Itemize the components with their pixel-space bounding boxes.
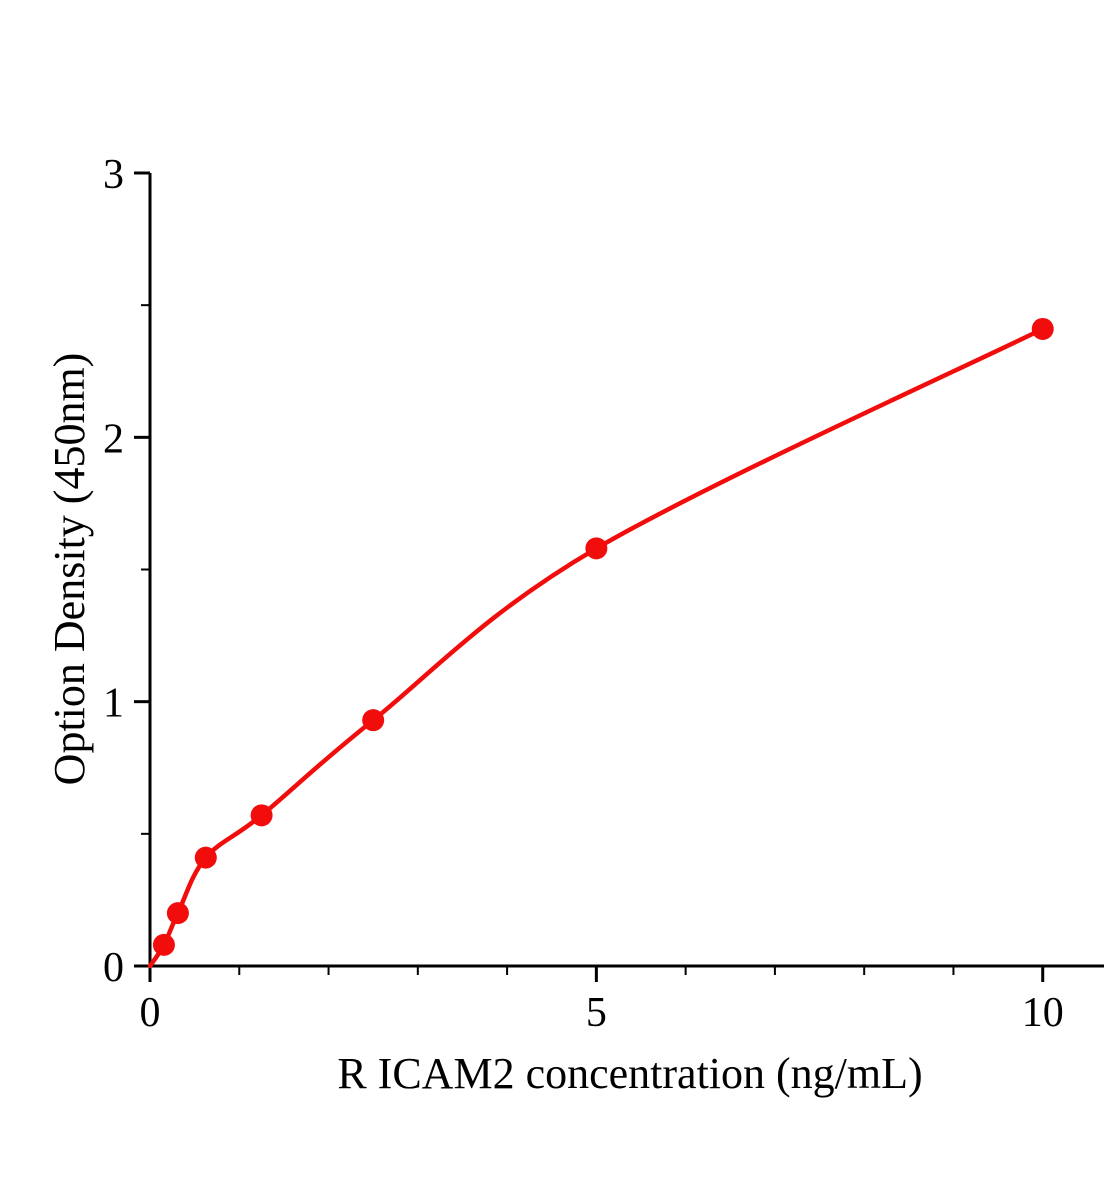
data-point [585,537,608,560]
data-point [362,709,385,732]
chart-canvas: 0 5 10 0 1 2 3 R ICAM2 concentration (ng/mL) O… [45,152,1104,1098]
y-tick-label: 2 [103,416,124,462]
x-axis-title: R ICAM2 concentration (ng/mL) [337,1049,922,1098]
data-point [152,933,175,956]
x-tick-label: 5 [586,990,607,1036]
y-tick-label: 0 [103,945,124,991]
x-tick-label: 0 [140,990,161,1036]
elisa-standard-curve-figure: 0 5 10 0 1 2 3 R ICAM2 concentration (ng/mL) O… [40,16,1104,1200]
axes: 0 5 10 0 1 2 3 [103,152,1104,1036]
x-tick-label: 10 [1022,990,1064,1036]
y-tick-label: 3 [103,152,124,198]
plot-series [147,317,1054,969]
y-tick-label: 1 [103,681,124,727]
fit-curve [147,326,1045,969]
data-point [250,804,273,827]
data-point [166,902,189,925]
data-point [194,846,217,869]
y-axis-title: Option Density (450nm) [45,353,94,786]
data-point [1031,317,1054,340]
